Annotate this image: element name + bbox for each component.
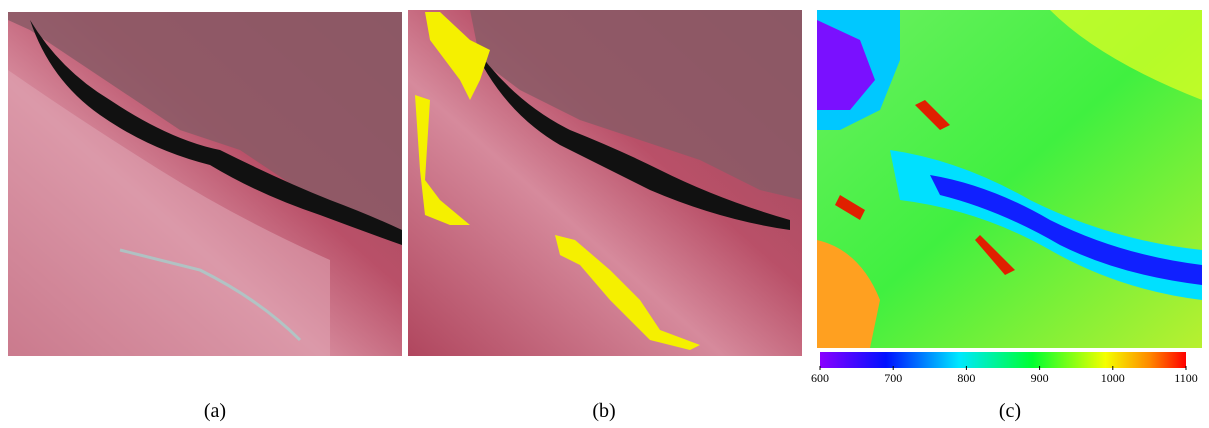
panel-caption: (b) [592, 400, 615, 422]
colorbar-tick-label: 600 [811, 371, 829, 385]
panel-b-image [408, 10, 802, 356]
panel-c-image [817, 10, 1202, 348]
panel-caption: (c) [999, 400, 1021, 422]
figure: (a) (b) (c) 600 700 800 900 1000 1100 [0, 0, 1209, 428]
colorbar-tick-label: 1100 [1174, 371, 1198, 385]
colorbar-tick-label: 1000 [1101, 371, 1125, 385]
panel-a-image [8, 12, 402, 356]
colorbar-tick-label: 700 [884, 371, 902, 385]
colorbar-tick-label: 900 [1031, 371, 1049, 385]
colorbar-tick-label: 800 [957, 371, 975, 385]
colorbar [820, 352, 1186, 368]
panel-caption: (a) [204, 400, 226, 422]
